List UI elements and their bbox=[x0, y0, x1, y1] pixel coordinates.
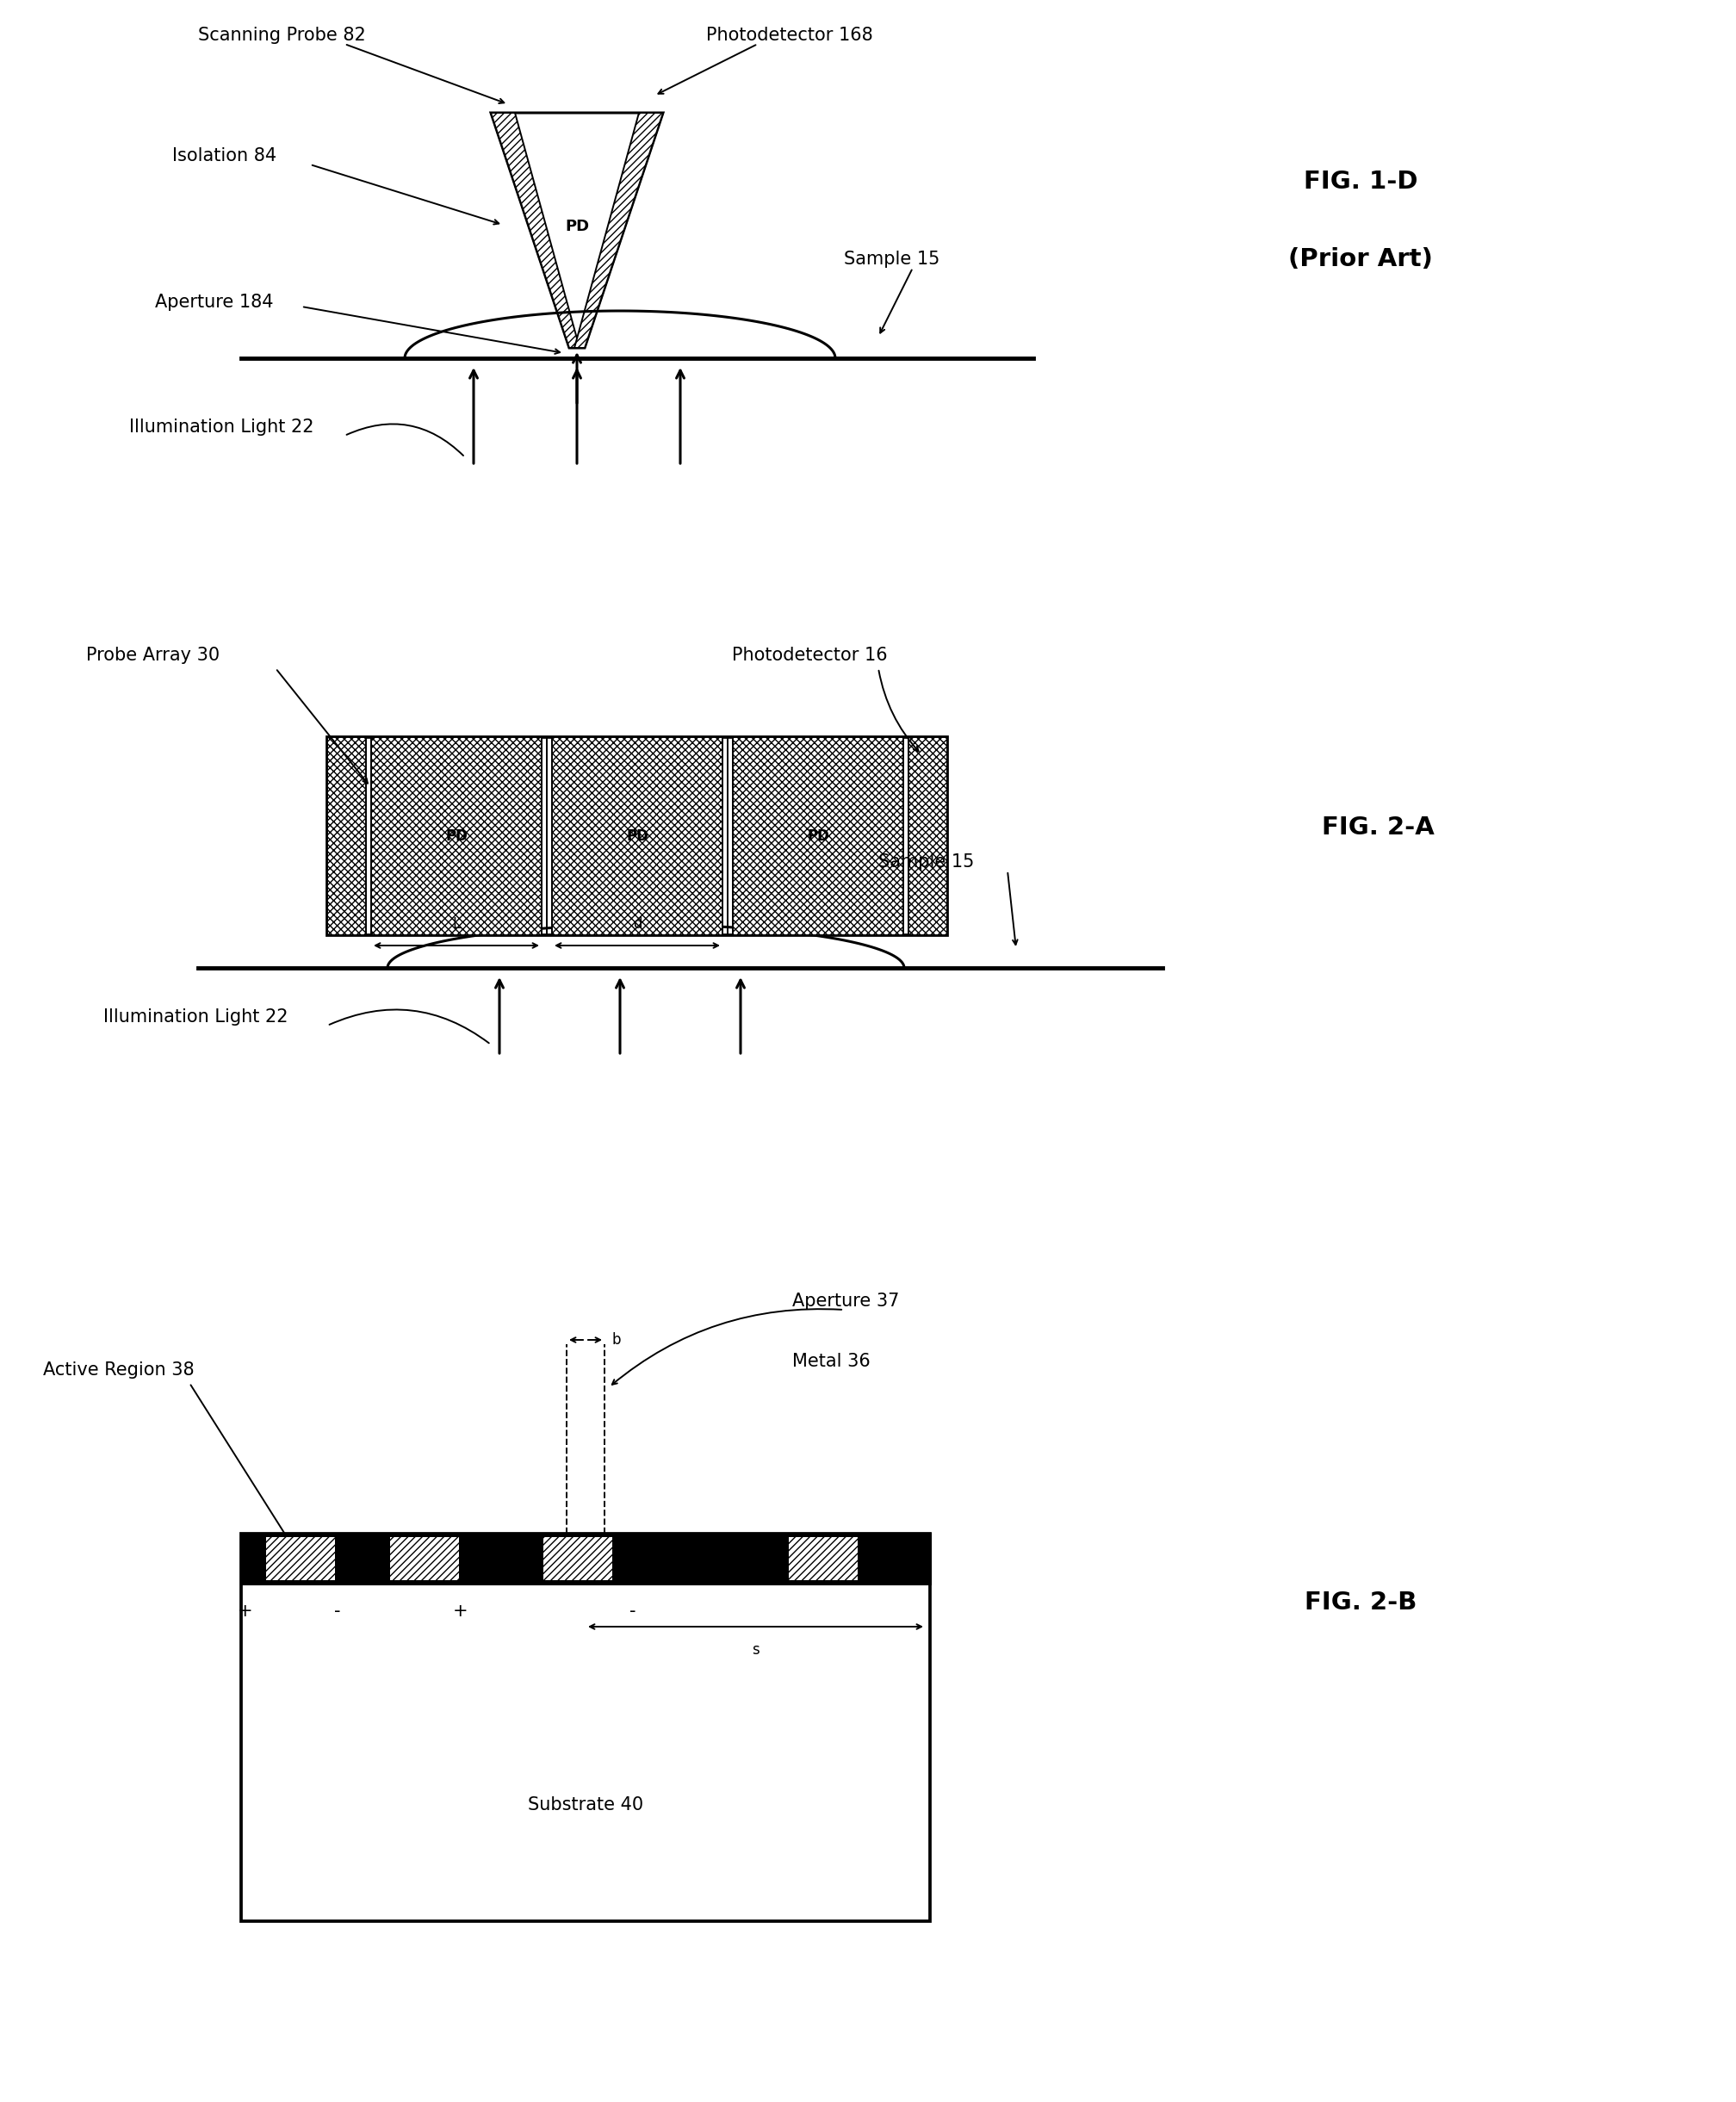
Text: Active Region 38: Active Region 38 bbox=[43, 1362, 194, 1379]
Text: Illumination Light 22: Illumination Light 22 bbox=[104, 1009, 288, 1026]
Text: PD: PD bbox=[627, 828, 648, 843]
Bar bbox=[326, 738, 948, 935]
Text: Metal 36: Metal 36 bbox=[792, 1354, 870, 1371]
Bar bbox=[266, 1537, 335, 1581]
Text: FIG. 1-D: FIG. 1-D bbox=[1304, 170, 1418, 193]
Bar bbox=[241, 1534, 930, 1583]
Bar bbox=[542, 1537, 613, 1581]
Text: L: L bbox=[453, 916, 460, 931]
Text: Scanning Probe 82: Scanning Probe 82 bbox=[198, 27, 366, 44]
Text: Probe Array 30: Probe Array 30 bbox=[87, 647, 220, 664]
Text: Sample 15: Sample 15 bbox=[844, 250, 939, 267]
Bar bbox=[372, 738, 542, 935]
Text: PD: PD bbox=[564, 219, 589, 233]
Text: FIG. 2-A: FIG. 2-A bbox=[1321, 816, 1434, 839]
Bar bbox=[389, 1537, 460, 1581]
Text: +: + bbox=[453, 1602, 469, 1621]
Bar bbox=[733, 738, 903, 935]
Text: -: - bbox=[335, 1602, 340, 1621]
Text: Photodetector 16: Photodetector 16 bbox=[733, 647, 887, 664]
Text: -: - bbox=[630, 1602, 635, 1621]
Bar bbox=[266, 1537, 335, 1581]
Bar bbox=[542, 1537, 613, 1581]
Text: Photodetector 168: Photodetector 168 bbox=[707, 27, 873, 44]
Text: d: d bbox=[632, 916, 642, 931]
Bar bbox=[788, 1537, 859, 1581]
Text: Sample 15: Sample 15 bbox=[878, 853, 974, 870]
Bar bbox=[241, 1534, 930, 1921]
Text: +: + bbox=[238, 1602, 253, 1621]
Text: s: s bbox=[752, 1642, 759, 1658]
Text: Substrate 40: Substrate 40 bbox=[528, 1797, 644, 1814]
Bar bbox=[788, 1537, 859, 1581]
Text: Isolation 84: Isolation 84 bbox=[172, 147, 276, 164]
Text: Aperture 184: Aperture 184 bbox=[155, 294, 273, 311]
Bar bbox=[326, 738, 366, 935]
Text: (Prior Art): (Prior Art) bbox=[1288, 248, 1432, 271]
Polygon shape bbox=[491, 114, 580, 349]
Text: b: b bbox=[611, 1333, 620, 1347]
Text: PD: PD bbox=[444, 828, 467, 843]
Text: FIG. 2-B: FIG. 2-B bbox=[1304, 1591, 1417, 1614]
Bar bbox=[389, 1537, 460, 1581]
Text: Aperture 37: Aperture 37 bbox=[792, 1293, 899, 1310]
Text: Illumination Light 22: Illumination Light 22 bbox=[128, 418, 314, 435]
Bar bbox=[552, 738, 722, 935]
Polygon shape bbox=[491, 114, 663, 349]
Text: PD: PD bbox=[807, 828, 830, 843]
Bar bbox=[908, 738, 948, 935]
Polygon shape bbox=[575, 114, 663, 349]
